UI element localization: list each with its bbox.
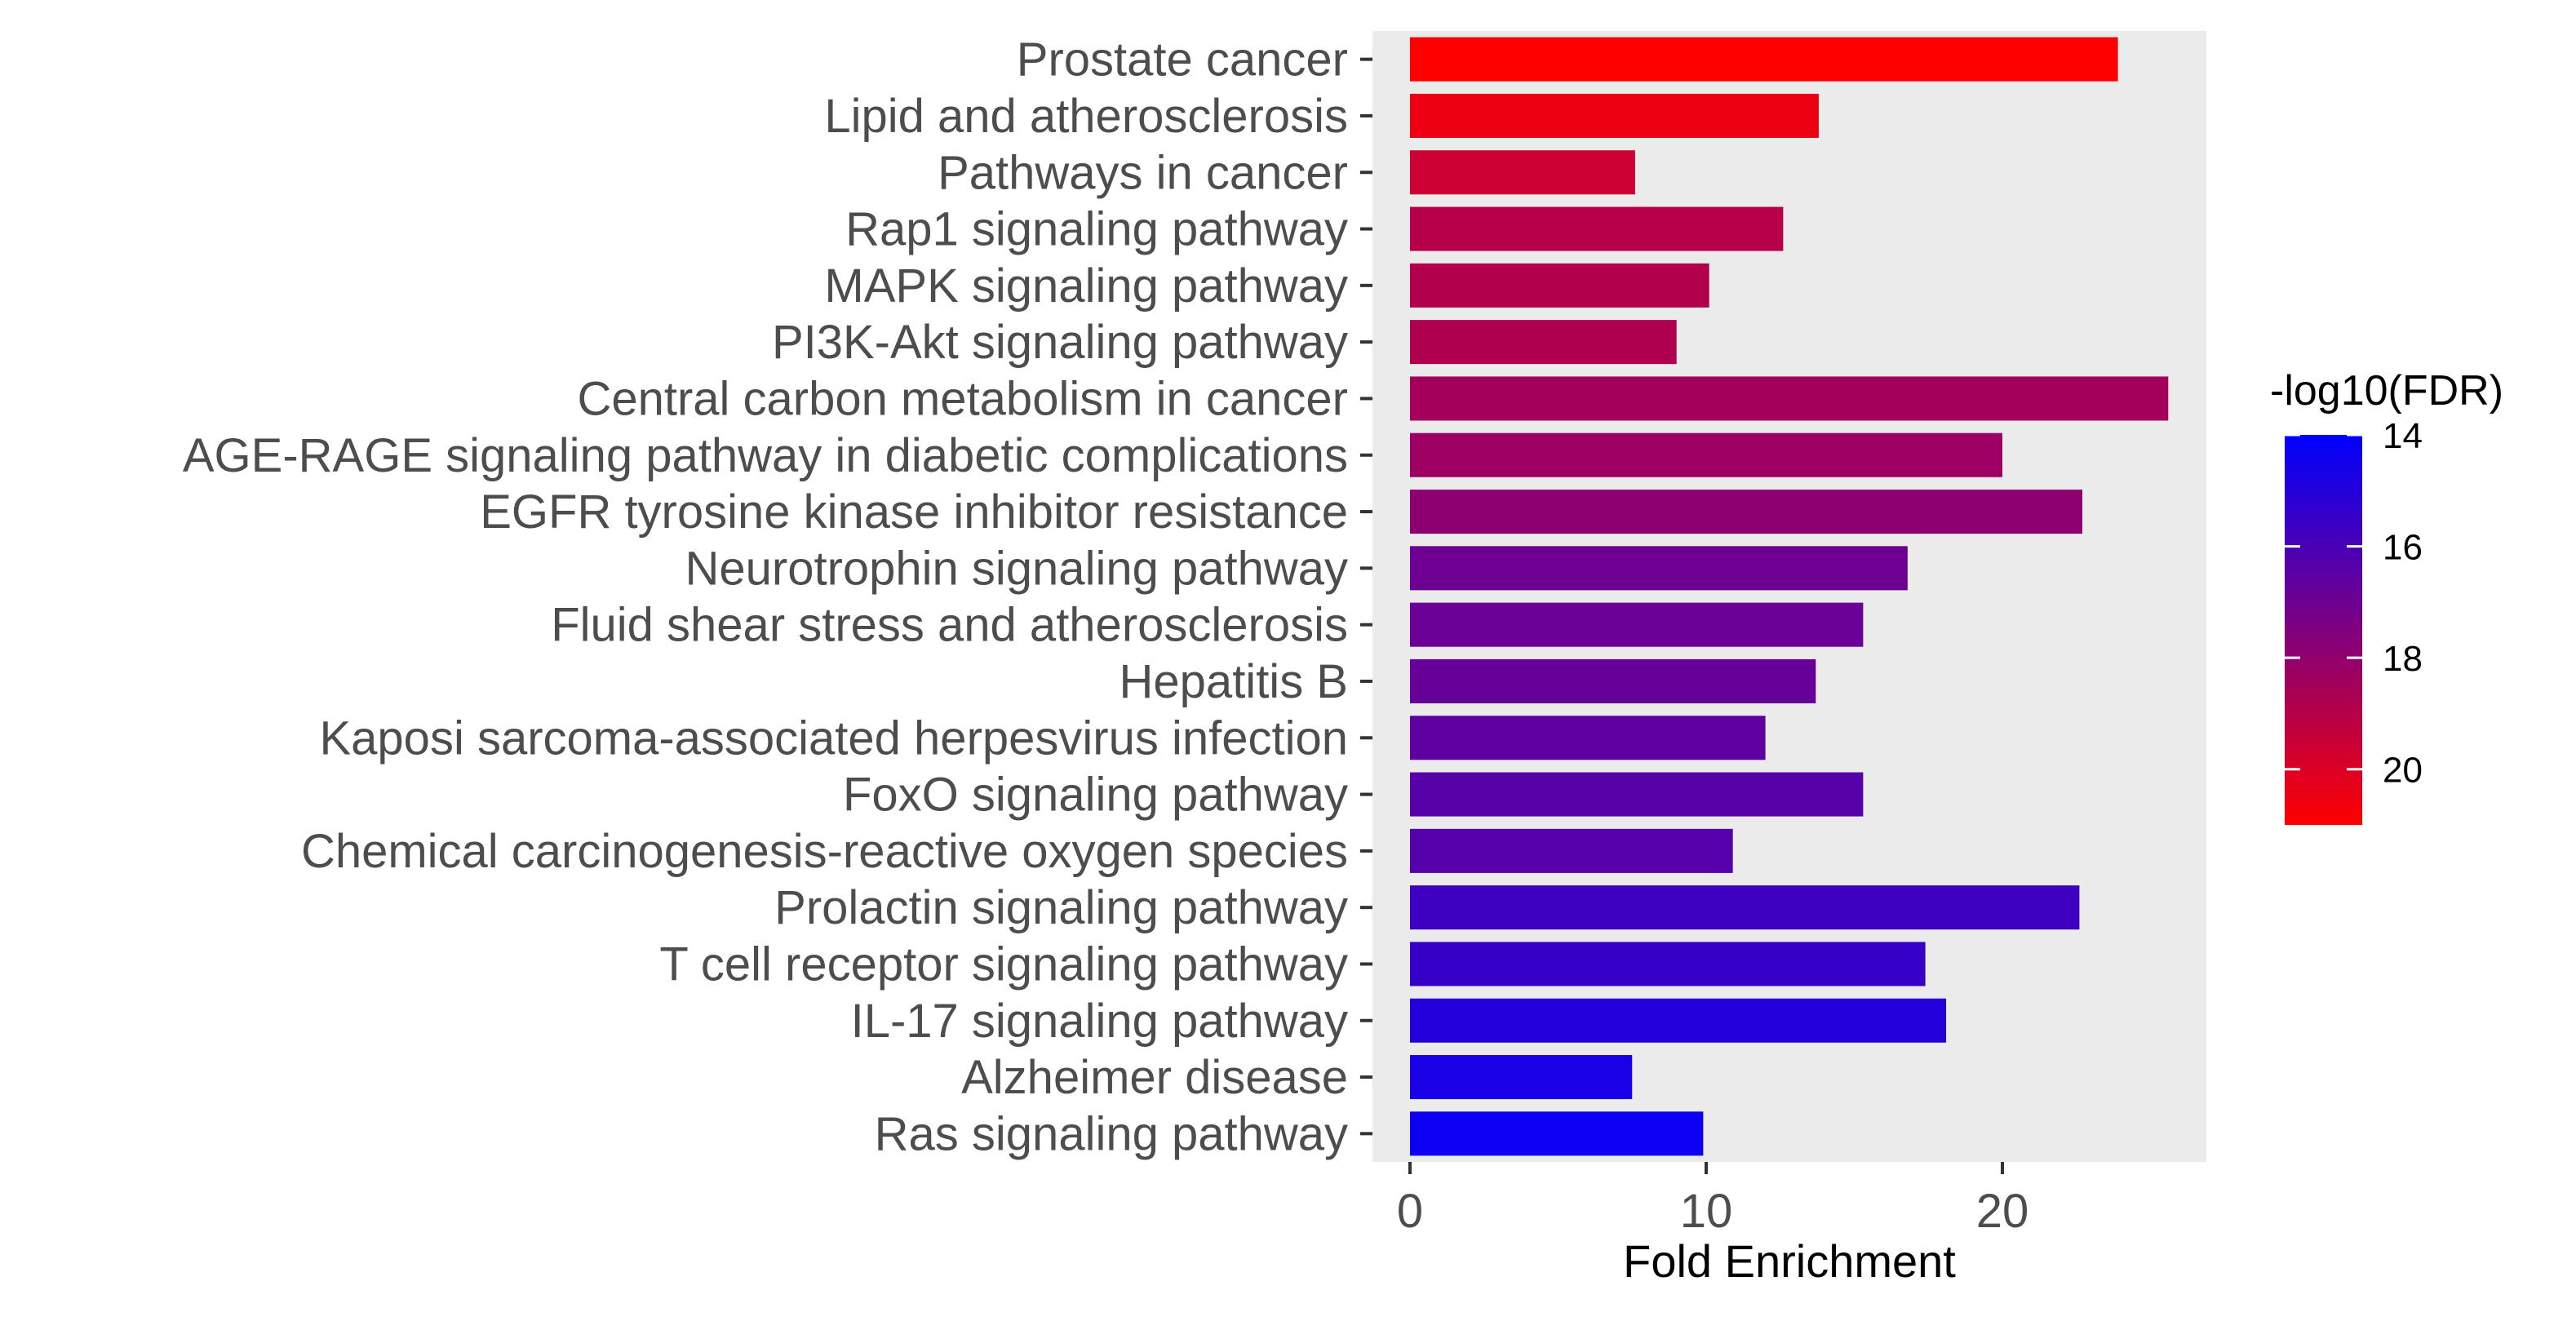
bar-4 — [1410, 263, 1709, 308]
category-label: IL-17 signaling pathway — [851, 995, 1348, 1048]
x-tick-label: 20 — [1976, 1185, 2029, 1238]
legend-tick-label: 16 — [2383, 528, 2423, 568]
category-label: AGE-RAGE signaling pathway in diabetic c… — [183, 429, 1348, 482]
bar-18 — [1410, 1055, 1633, 1100]
bar-3 — [1410, 206, 1784, 251]
legend-title: -log10(FDR) — [2270, 367, 2503, 415]
category-label: Ras signaling pathway — [875, 1107, 1348, 1160]
category-label: EGFR tyrosine kinase inhibitor resistanc… — [480, 485, 1348, 539]
category-label: Prostate cancer — [1017, 33, 1348, 86]
legend-tick-label: 18 — [2383, 639, 2423, 679]
x-tick-label: 10 — [1680, 1185, 1733, 1238]
bar-12 — [1410, 716, 1766, 760]
x-axis-ticks: 0 10 20 — [1397, 1162, 2028, 1238]
category-label: T cell receptor signaling pathway — [659, 938, 1348, 991]
bar-7 — [1410, 432, 2002, 477]
legend-ticks: 14 16 18 20 — [2285, 416, 2423, 791]
x-tick-label: 0 — [1397, 1185, 1423, 1238]
legend-colorbar — [2285, 435, 2362, 825]
category-label: Alzheimer disease — [961, 1051, 1348, 1104]
plot-panel — [1372, 31, 2206, 1162]
category-label: MAPK signaling pathway — [824, 259, 1348, 313]
category-label: Hepatitis B — [1120, 655, 1348, 708]
category-label: Prolactin signaling pathway — [774, 881, 1348, 934]
bar-19 — [1410, 1111, 1704, 1156]
bar-1 — [1410, 93, 1819, 138]
bar-8 — [1410, 490, 2083, 534]
bar-2 — [1410, 150, 1635, 195]
category-label: FoxO signaling pathway — [843, 769, 1348, 822]
bar-16 — [1410, 942, 1926, 986]
bar-17 — [1410, 998, 1947, 1043]
category-label: Fluid shear stress and atherosclerosis — [551, 599, 1348, 652]
bar-11 — [1410, 658, 1816, 703]
category-label: Rap1 signaling pathway — [845, 203, 1348, 256]
bar-15 — [1410, 885, 2080, 930]
y-axis-ticks — [1360, 57, 1372, 1136]
legend-tick-label: 14 — [2383, 416, 2423, 456]
category-label: Central carbon metabolism in cancer — [577, 372, 1348, 425]
category-label: Pathways in cancer — [938, 146, 1348, 199]
bar-5 — [1410, 320, 1677, 365]
category-label: Chemical carcinogenesis-reactive oxygen … — [301, 825, 1348, 878]
bar-14 — [1410, 828, 1733, 873]
category-label: Neurotrophin signaling pathway — [685, 542, 1348, 595]
legend-tick-label: 20 — [2383, 751, 2423, 791]
bar-9 — [1410, 546, 1908, 591]
category-label: Lipid and atherosclerosis — [824, 90, 1348, 143]
bar-13 — [1410, 772, 1864, 817]
bar-6 — [1410, 376, 2169, 421]
bar-10 — [1410, 602, 1864, 647]
x-axis-title: Fold Enrichment — [1623, 1235, 1956, 1287]
bars-group — [1410, 37, 2169, 1156]
category-label: PI3K-Akt signaling pathway — [772, 316, 1348, 369]
bar-0 — [1410, 37, 2118, 82]
category-label: Kaposi sarcoma-associated herpesvirus in… — [319, 712, 1348, 765]
